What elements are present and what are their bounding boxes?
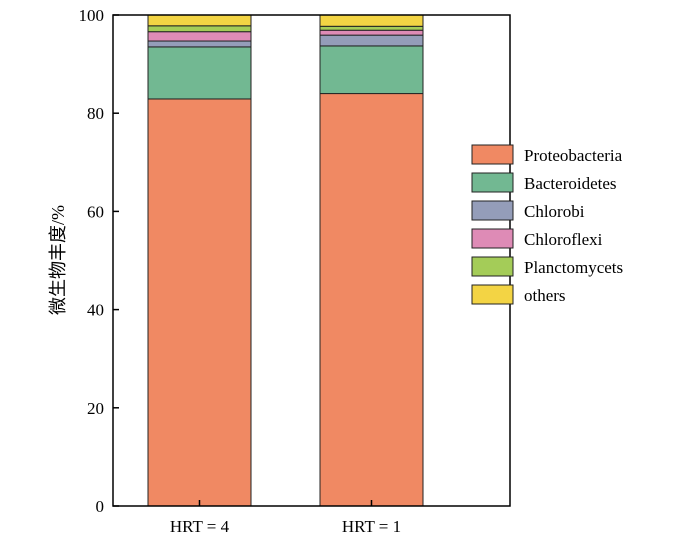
bar-segment-others-1 [319, 14, 424, 27]
x-tick-label: HRT = 4 [170, 517, 230, 536]
bar-segment-others-0 [147, 14, 252, 27]
y-tick-label: 100 [79, 6, 105, 25]
bar-segment-chlorobi-0 [147, 40, 252, 48]
legend-swatch [471, 228, 514, 249]
bar-segment-bacteroidetes-1 [319, 45, 424, 95]
y-axis-label: 微生物丰度/% [48, 205, 68, 315]
bar-segment-bacteroidetes-0 [147, 46, 252, 100]
y-tick-label: 40 [87, 301, 104, 320]
legend-label: others [524, 286, 566, 305]
legend-swatch [471, 200, 514, 221]
bar-segment-proteobacteria-0 [147, 98, 252, 507]
x-tick-label: HRT = 1 [342, 517, 401, 536]
y-tick-label: 20 [87, 399, 104, 418]
bar-segment-proteobacteria-1 [319, 93, 424, 507]
bar-segment-chloroflexi-1 [319, 29, 424, 36]
y-tick-label: 0 [96, 497, 105, 516]
legend-swatch [471, 144, 514, 165]
legend-label: Proteobacteria [524, 146, 623, 165]
y-tick-label: 60 [87, 202, 104, 221]
legend-swatch [471, 284, 514, 305]
legend-label: Planctomycets [524, 258, 623, 277]
legend-swatch [471, 172, 514, 193]
bar-segment-chloroflexi-0 [147, 31, 252, 42]
y-tick-label: 80 [87, 104, 104, 123]
legend-label: Chlorobi [524, 202, 585, 221]
legend-label: Chloroflexi [524, 230, 603, 249]
legend-label: Bacteroidetes [524, 174, 617, 193]
bar-segment-planctomycets-1 [319, 25, 424, 31]
legend-swatch [471, 256, 514, 277]
bar-segment-chlorobi-1 [319, 34, 424, 47]
bar-segment-planctomycets-0 [147, 25, 252, 33]
